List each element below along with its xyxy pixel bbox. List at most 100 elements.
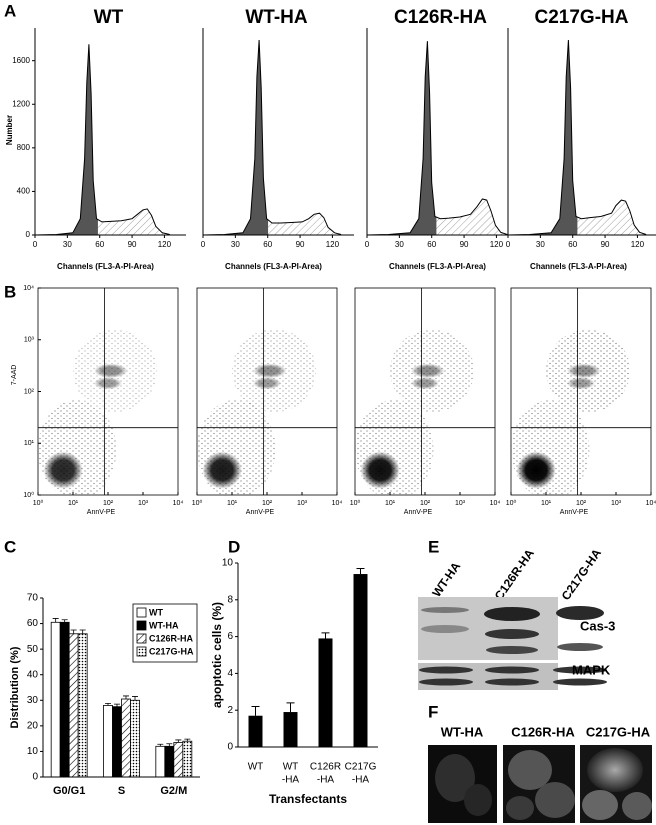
x-tick-label: 10⁰ [506,499,517,507]
x-tick-label: 10³ [297,500,308,507]
x-tick-label: C217G [345,762,377,773]
y-tick-label: 30 [27,695,39,706]
x-tick-label: 10⁰ [33,499,44,507]
legend-swatch [136,620,147,631]
x-tick-label: 10² [420,500,431,507]
y-axis-label: apoptotic cells (%) [210,602,224,708]
legend-label: WT-HA [149,620,179,630]
x-tick-label: 120 [326,240,340,249]
histogram-area [35,44,170,235]
bar [353,574,368,747]
x-tick-label: 90 [460,240,469,249]
error-bar [52,618,59,623]
bar [130,699,140,778]
band [485,666,539,674]
x-axis-label: Transfectants [269,792,347,806]
x-tick-label: 30 [536,240,545,249]
panel-label: E [428,537,439,556]
bar [283,712,298,747]
x-tick-label: 10² [262,500,273,507]
error-bar [184,738,191,742]
bar [248,715,263,747]
x-tick-label: 10⁰ [350,499,361,507]
bar [103,705,113,778]
legend-swatch [136,633,147,644]
cell-population [567,363,601,379]
y-tick-label: 400 [17,187,31,196]
panel-label: F [428,702,438,721]
x-tick-label: 60 [95,240,104,249]
bar [59,621,70,778]
cell [464,784,492,816]
y-tick-label: 4 [227,668,233,679]
x-tick-label: 10¹ [385,500,396,507]
bar [164,745,175,778]
error-bar [175,739,182,743]
cell-population [94,377,122,390]
error-bar [79,629,86,634]
x-axis-label: AnnV-PE [246,509,275,516]
x-tick-label: 120 [631,240,645,249]
bar [182,740,193,778]
y-tick-label: 800 [17,143,31,152]
g1-peak [508,40,578,235]
error-bar [356,568,365,575]
dot-plot: 10⁰ 10¹ 10² 10³ 10⁴ AnnV-PE [192,287,343,516]
band-label: Cas-3 [580,618,615,633]
y-tick-label: 10¹ [24,440,35,447]
lane-label: WT-HA [429,559,463,600]
g1-peak [35,44,98,235]
band [421,625,469,633]
cell [622,792,652,820]
cell [435,754,475,802]
bar [173,742,184,778]
histogram: C217G-HA 0 30 60 90 120 Channels (FL3-A-PI-Are… [506,7,656,271]
y-tick-label: 1200 [12,99,30,108]
y-tick-label: 10² [24,388,35,395]
error-bar [70,629,77,634]
x-axis-label: Channels (FL3-A-PI-Area) [530,262,627,271]
g1-peak [367,41,437,235]
x-tick-label: 120 [158,240,172,249]
histogram-area [203,40,342,235]
band [419,678,473,686]
image-label: WT-HA [441,724,484,739]
bar [112,706,122,778]
x-tick-label: 10³ [455,500,466,507]
x-tick-label: 0 [365,240,370,249]
y-tick-label: 10 [222,558,234,569]
error-bar [157,743,164,747]
events [511,329,630,495]
y-tick-label: 40 [27,669,39,680]
x-tick-label: 10³ [138,500,149,507]
bar [50,621,61,778]
error-bar [132,696,138,701]
lane-label: C126R-HA [492,546,537,602]
y-tick-label: 1600 [12,56,30,65]
histogram-line [366,41,508,236]
histogram-line [507,39,647,236]
cell-population [567,377,595,390]
histogram: C126R-HA 0 30 60 90 120 Channels (FL3-A-PI-Are… [365,7,518,271]
micrographs: WT-HA C126R-HA C217G-HA [428,724,652,823]
x-tick-label: 10⁴ [332,500,343,507]
g1-peak [203,40,269,235]
panel-label: A [4,1,16,20]
cell-population [411,363,445,379]
y-axis-label: Number [5,115,14,145]
y-tick-label: 70 [27,593,39,604]
events [38,329,157,495]
cell-population [411,377,439,390]
image-label: C126R-HA [511,724,575,739]
band [553,666,607,674]
x-axis-label: Channels (FL3-A-PI-Area) [389,262,486,271]
y-tick-label: 60 [27,618,39,629]
band [419,666,473,674]
y-tick-label: 20 [27,720,39,731]
band [557,643,603,651]
x-tick-label: 90 [128,240,137,249]
x-tick-label: -HA [317,775,335,786]
y-tick-label: 0 [227,742,233,753]
